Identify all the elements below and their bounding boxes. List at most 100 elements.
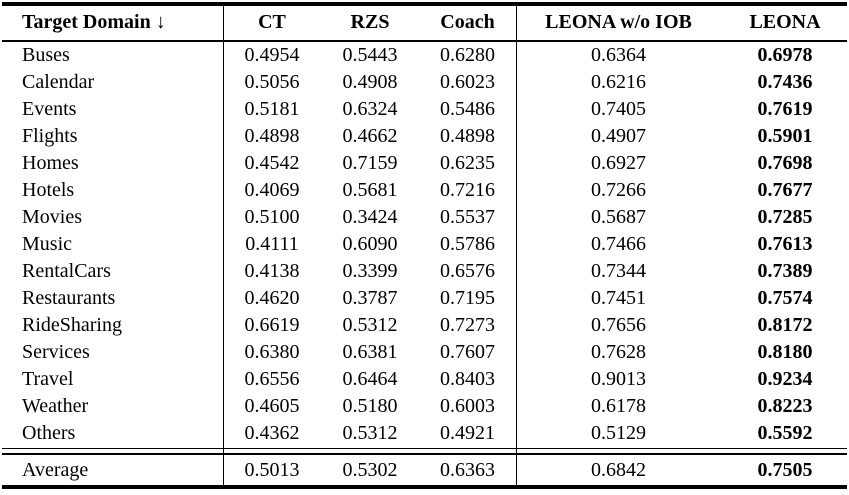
header-separator-rule (2, 40, 847, 42)
value-cell: 0.6464 (342, 368, 398, 390)
value-cell: 0.6324 (342, 98, 398, 120)
value-cell: 0.6363 (440, 458, 495, 481)
value-cell: 0.7285 (757, 206, 813, 228)
value-cell: 0.4898 (244, 125, 300, 147)
table-row: Calendar 0.5056 0.4908 0.6023 0.6216 0.7436 (0, 69, 849, 96)
value-cell: 0.6380 (244, 341, 300, 363)
table-row: Movies 0.5100 0.3424 0.5537 0.5687 0.7285 (0, 204, 849, 231)
value-cell: 0.5312 (342, 314, 398, 336)
value-cell: 0.7656 (591, 314, 646, 336)
vertical-separator-1 (222, 4, 224, 487)
value-cell: 0.6978 (757, 44, 813, 66)
value-cell: 0.6364 (591, 44, 646, 66)
value-cell: 0.8180 (757, 341, 813, 363)
value-cell: 0.7613 (757, 233, 813, 255)
value-cell: 0.6023 (440, 71, 495, 93)
value-cell: 0.5013 (244, 458, 300, 481)
value-cell: 0.7505 (757, 458, 813, 481)
table-body: Buses 0.4954 0.5443 0.6280 0.6364 0.6978 Calen… (0, 42, 849, 447)
value-cell: 0.7436 (757, 71, 813, 93)
value-cell: 0.5180 (342, 395, 398, 417)
domain-cell: Events (22, 98, 77, 120)
value-cell: 0.6576 (440, 260, 495, 282)
value-cell: 0.6619 (244, 314, 300, 336)
column-header-rzs: RZS (350, 11, 390, 34)
value-cell: 0.7389 (757, 260, 813, 282)
value-cell: 0.4605 (244, 395, 300, 417)
value-cell: 0.4138 (244, 260, 300, 282)
average-separator-rule-lower (2, 453, 847, 455)
value-cell: 0.5901 (757, 125, 813, 147)
value-cell: 0.9234 (757, 368, 813, 390)
value-cell: 0.7677 (757, 179, 813, 201)
value-cell: 0.7628 (591, 341, 646, 363)
value-cell: 0.5056 (244, 71, 300, 93)
value-cell: 0.7266 (591, 179, 646, 201)
average-row: Average 0.5013 0.5302 0.6363 0.6842 0.7505 (0, 455, 849, 485)
domain-cell: Music (22, 233, 72, 255)
average-separator-rule-upper (2, 447, 847, 449)
value-cell: 0.4111 (245, 233, 299, 255)
value-cell: 0.7344 (591, 260, 646, 282)
value-cell: 0.5100 (244, 206, 300, 228)
value-cell: 0.6216 (591, 71, 646, 93)
value-cell: 0.5302 (342, 458, 398, 481)
value-cell: 0.6556 (244, 368, 300, 390)
value-cell: 0.6003 (440, 395, 495, 417)
domain-cell: Services (22, 341, 90, 363)
value-cell: 0.5681 (342, 179, 398, 201)
column-header-ct: CT (258, 11, 286, 34)
value-cell: 0.6090 (342, 233, 398, 255)
value-cell: 0.5443 (342, 44, 398, 66)
value-cell: 0.5129 (591, 422, 646, 444)
value-cell: 0.3399 (342, 260, 398, 282)
value-cell: 0.6927 (591, 152, 646, 174)
vertical-separator-2 (515, 4, 517, 487)
domain-cell: Homes (22, 152, 79, 174)
column-header-leona: LEONA (749, 11, 821, 34)
value-cell: 0.7216 (440, 179, 495, 201)
value-cell: 0.7574 (757, 287, 813, 309)
value-cell: 0.8223 (757, 395, 813, 417)
table-row: RentalCars 0.4138 0.3399 0.6576 0.7344 0.7389 (0, 258, 849, 285)
table-row: Services 0.6380 0.6381 0.7607 0.7628 0.8180 (0, 339, 849, 366)
column-header-coach: Coach (440, 11, 495, 34)
column-header-leona-wo-iob: LEONA w/o IOB (545, 11, 692, 34)
value-cell: 0.3424 (342, 206, 398, 228)
value-cell: 0.7195 (440, 287, 495, 309)
table-row: Music 0.4111 0.6090 0.5786 0.7466 0.7613 (0, 231, 849, 258)
value-cell: 0.7466 (591, 233, 646, 255)
value-cell: 0.3787 (342, 287, 398, 309)
domain-cell: Buses (22, 44, 70, 66)
value-cell: 0.5687 (591, 206, 646, 228)
table-row: Weather 0.4605 0.5180 0.6003 0.6178 0.8223 (0, 393, 849, 420)
domain-cell: RentalCars (22, 260, 111, 282)
value-cell: 0.4069 (244, 179, 300, 201)
value-cell: 0.5537 (440, 206, 495, 228)
domain-cell: Calendar (22, 71, 95, 93)
value-cell: 0.6280 (440, 44, 495, 66)
domain-cell: Flights (22, 125, 78, 147)
value-cell: 0.6842 (591, 458, 646, 481)
value-cell: 0.7451 (591, 287, 646, 309)
table-row: Restaurants 0.4620 0.3787 0.7195 0.7451 0.757… (0, 285, 849, 312)
value-cell: 0.4542 (244, 152, 300, 174)
value-cell: 0.5486 (440, 98, 495, 120)
value-cell: 0.4362 (244, 422, 300, 444)
table-row: Travel 0.6556 0.6464 0.8403 0.9013 0.9234 (0, 366, 849, 393)
value-cell: 0.6381 (342, 341, 398, 363)
value-cell: 0.4662 (342, 125, 398, 147)
domain-cell: Weather (22, 395, 89, 417)
value-cell: 0.6235 (440, 152, 495, 174)
table-row: Flights 0.4898 0.4662 0.4898 0.4907 0.5901 (0, 123, 849, 150)
value-cell: 0.7607 (440, 341, 495, 363)
value-cell: 0.4898 (440, 125, 495, 147)
value-cell: 0.5312 (342, 422, 398, 444)
table-row: Events 0.5181 0.6324 0.5486 0.7405 0.7619 (0, 96, 849, 123)
table-row: Homes 0.4542 0.7159 0.6235 0.6927 0.7698 (0, 150, 849, 177)
column-header-target-domain: Target Domain ↓ (22, 11, 166, 34)
value-cell: 0.9013 (591, 368, 646, 390)
value-cell: 0.7405 (591, 98, 646, 120)
value-cell: 0.8403 (440, 368, 495, 390)
value-cell: 0.7159 (342, 152, 398, 174)
